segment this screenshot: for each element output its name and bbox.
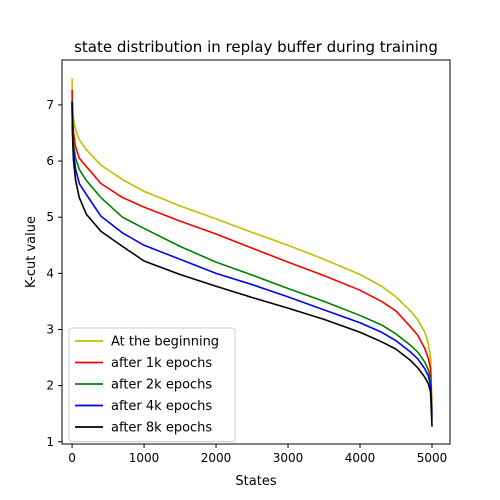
x-axis: 0 1000 2000 3000 4000 5000 — [68, 444, 447, 465]
x-tick-label: 5000 — [417, 451, 448, 465]
series-line-5 — [71, 102, 433, 427]
legend-label-3: after 2k epochs — [111, 378, 212, 393]
x-tick-label: 3000 — [273, 451, 304, 465]
y-tick-label: 2 — [46, 379, 54, 393]
series-line-4 — [71, 102, 433, 421]
y-tick-label: 1 — [46, 435, 54, 449]
x-tick-label: 0 — [68, 451, 76, 465]
legend-label-2: after 1k epochs — [111, 356, 212, 371]
legend-label-4: after 4k epochs — [111, 399, 212, 414]
y-axis: 1 2 3 4 5 6 7 — [46, 98, 62, 449]
chart-title: state distribution in replay buffer duri… — [74, 38, 438, 56]
y-axis-label: K-cut value — [24, 216, 39, 288]
y-tick-label: 6 — [46, 154, 54, 168]
legend-label-1: At the beginning — [111, 335, 219, 350]
y-tick-label: 4 — [46, 266, 54, 280]
y-tick-label: 5 — [46, 210, 54, 224]
x-axis-label: States — [235, 474, 276, 489]
y-tick-label: 7 — [46, 98, 54, 112]
series-layer — [71, 78, 433, 427]
x-tick-label: 4000 — [345, 451, 376, 465]
series-line-3 — [71, 99, 433, 417]
legend-label-5: after 8k epochs — [111, 421, 212, 436]
legend-box — [68, 327, 236, 442]
y-tick-label: 3 — [46, 322, 54, 336]
x-tick-label: 1000 — [129, 451, 160, 465]
legend: At the beginning after 1k epochs after 2k … — [68, 327, 236, 442]
plot-frame — [61, 59, 451, 445]
x-tick-label: 2000 — [201, 451, 232, 465]
series-line-1 — [71, 78, 433, 410]
series-line-2 — [71, 89, 433, 413]
